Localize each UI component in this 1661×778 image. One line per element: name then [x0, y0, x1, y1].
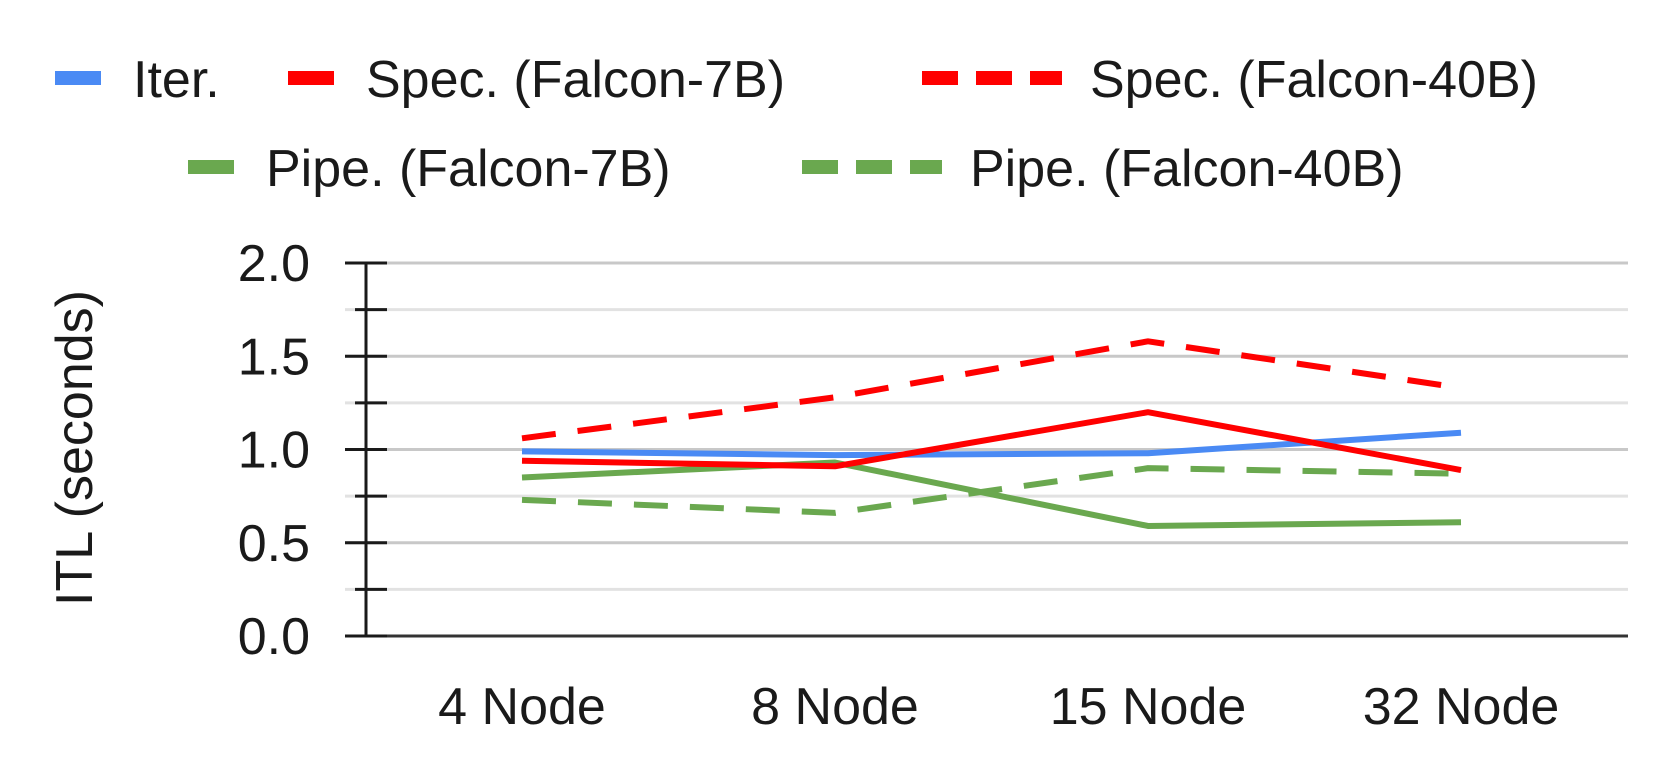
legend-item: Spec. (Falcon-40B) — [922, 51, 1538, 109]
legend-item: Spec. (Falcon-7B) — [288, 51, 785, 109]
y-tick-label: 1.5 — [238, 328, 310, 386]
legend-label: Spec. (Falcon-7B) — [366, 51, 785, 109]
y-tick-label: 0.0 — [238, 608, 310, 666]
x-tick-label: 32 Node — [1363, 678, 1560, 736]
legend-label: Pipe. (Falcon-40B) — [970, 140, 1404, 198]
series-line — [521, 409, 1462, 473]
y-tick-label: 0.5 — [238, 515, 310, 573]
y-axis-label: ITL (seconds) — [46, 290, 104, 606]
y-tick-label: 1.0 — [238, 422, 310, 480]
x-axis-ticks: 4 Node 8 Node 15 Node 32 Node — [438, 678, 1559, 736]
series-line — [521, 338, 1462, 442]
series-line — [521, 465, 1462, 516]
legend-item: Pipe. (Falcon-7B) — [188, 140, 671, 198]
legend-item: Iter. — [55, 51, 220, 109]
x-tick-label: 15 Node — [1050, 678, 1247, 736]
legend-label: Pipe. (Falcon-7B) — [266, 140, 671, 198]
legend-item: Pipe. (Falcon-40B) — [802, 140, 1404, 198]
y-tick-label: 2.0 — [238, 235, 310, 293]
plot-area — [521, 338, 1462, 529]
series-line — [521, 459, 1462, 529]
legend-label: Spec. (Falcon-40B) — [1090, 51, 1538, 109]
legend: Iter. Spec. (Falcon-7B) Spec. (Falcon-40B)… — [55, 51, 1538, 198]
x-tick-label: 8 Node — [751, 678, 919, 736]
grid-lines — [345, 261, 1628, 591]
y-axis-ticks: 0.0 0.5 1.0 1.5 2.0 — [238, 235, 387, 666]
legend-label: Iter. — [133, 51, 220, 109]
x-tick-label: 4 Node — [438, 678, 606, 736]
